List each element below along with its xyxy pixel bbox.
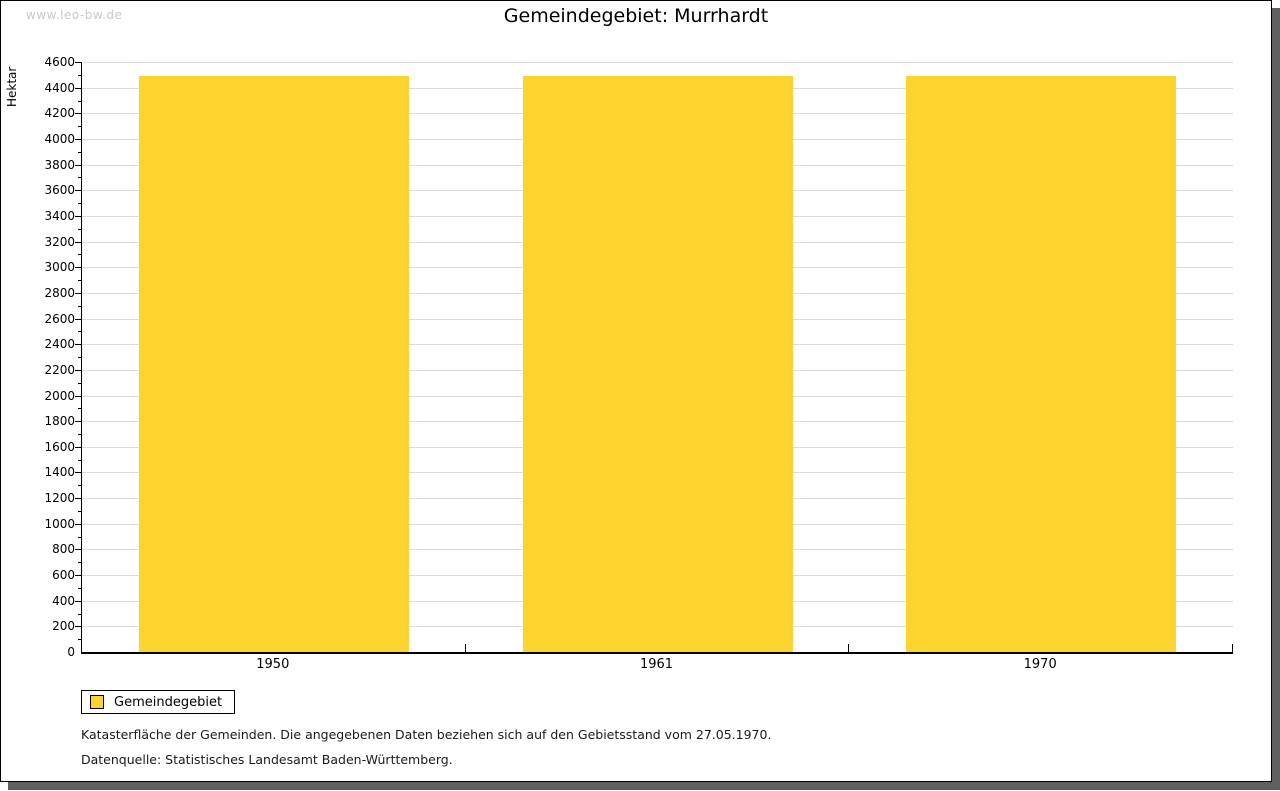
y-axis-tick [75, 523, 81, 525]
legend: Gemeindegebiet [81, 690, 236, 714]
y-tick-label: 2000 [44, 388, 75, 403]
y-tick-label: 600 [52, 568, 75, 582]
y-axis-tick [78, 562, 81, 564]
x-axis-tick [1232, 644, 1233, 652]
y-axis-tick [75, 395, 81, 397]
y-tick-label: 3200 [44, 234, 75, 249]
y-axis-tick [75, 318, 81, 320]
y-axis-tick [75, 549, 81, 551]
y-axis-tick [75, 446, 81, 448]
y-tick-label: 4400 [44, 80, 75, 95]
bar-1970 [906, 76, 1177, 652]
y-tick-label: 4200 [44, 106, 75, 121]
y-axis-tick [78, 177, 81, 179]
y-axis-tick [78, 100, 81, 102]
y-axis-tick [78, 434, 81, 435]
bar-1950 [138, 76, 409, 652]
y-tick-label: 1200 [44, 491, 75, 506]
y-axis-tick [78, 408, 81, 410]
y-tick-label: 400 [52, 593, 75, 608]
y-axis-tick [78, 74, 81, 76]
y-tick-label: 3000 [44, 260, 75, 275]
x-tick-label: 1961 [639, 657, 674, 672]
y-axis-tick [75, 292, 81, 294]
y-tick-label: 0 [67, 645, 75, 659]
y-axis-tick [78, 536, 81, 538]
y-axis-tick [78, 305, 81, 307]
plot-area [81, 62, 1233, 654]
y-axis-tick [78, 357, 81, 358]
y-axis-tick [78, 639, 81, 641]
y-axis-tick [78, 459, 81, 461]
y-tick-label: 800 [52, 542, 75, 557]
bar-1961 [522, 76, 793, 652]
y-tick-label: 4600 [44, 55, 75, 69]
y-axis-tick [78, 382, 81, 384]
footnote-description: Katasterfläche der Gemeinden. Die angege… [81, 727, 772, 742]
x-tick-label: 1970 [1023, 657, 1057, 672]
y-tick-label: 1800 [44, 414, 75, 429]
y-axis-tick [78, 510, 81, 512]
y-axis-tick [75, 575, 81, 576]
y-axis-tick [78, 331, 81, 333]
gridline [82, 62, 1233, 63]
y-axis-tick [75, 241, 81, 243]
y-axis-tick [78, 613, 81, 615]
chart-title: Gemeindegebiet: Murrhardt [503, 5, 769, 27]
y-tick-label: 2600 [44, 311, 75, 326]
y-tick-label: 3800 [44, 157, 75, 172]
y-tick-label: 200 [52, 619, 75, 634]
y-axis-tick [75, 87, 81, 89]
y-axis-tick [75, 113, 81, 115]
y-axis-tick [75, 164, 81, 166]
legend-color-swatch [90, 695, 104, 709]
y-axis-tick [78, 587, 81, 589]
y-axis-tick [78, 280, 81, 281]
y-tick-label: 1400 [44, 465, 75, 480]
x-tick-label: 1950 [256, 657, 290, 672]
y-axis-tick [75, 62, 81, 63]
y-tick-label: 2400 [44, 337, 75, 352]
y-axis-tick [75, 498, 81, 500]
legend-label: Gemeindegebiet [114, 694, 223, 710]
y-axis-tick [75, 600, 81, 602]
y-axis-tick [78, 485, 81, 487]
y-axis-tick [75, 626, 81, 628]
y-axis-tick [78, 151, 81, 153]
y-axis-tick [75, 190, 81, 192]
y-axis-tick [75, 472, 81, 474]
y-axis-tick [75, 344, 81, 346]
y-axis-tick [75, 267, 81, 269]
y-tick-label: 4000 [44, 132, 75, 146]
y-axis-tick [78, 228, 81, 230]
y-axis-tick [75, 215, 81, 217]
y-axis-tick [75, 421, 81, 423]
y-axis-tick [75, 139, 81, 140]
y-tick-label: 3400 [44, 208, 75, 223]
y-axis-tick [78, 126, 81, 128]
y-tick-label: 3600 [44, 183, 75, 198]
x-axis-tick [848, 644, 850, 652]
y-axis-tick [78, 203, 81, 205]
watermark: www.leo-bw.de [26, 8, 123, 22]
footnote-source: Datenquelle: Statistisches Landesamt Bad… [81, 752, 453, 767]
y-axis-tick [78, 254, 81, 256]
y-tick-label: 1600 [44, 439, 75, 454]
y-tick-label: 2200 [44, 362, 75, 377]
x-axis-tick [464, 644, 466, 652]
y-tick-label: 2800 [44, 285, 75, 300]
y-axis-tick [75, 369, 81, 371]
y-tick-label: 1000 [44, 516, 75, 531]
